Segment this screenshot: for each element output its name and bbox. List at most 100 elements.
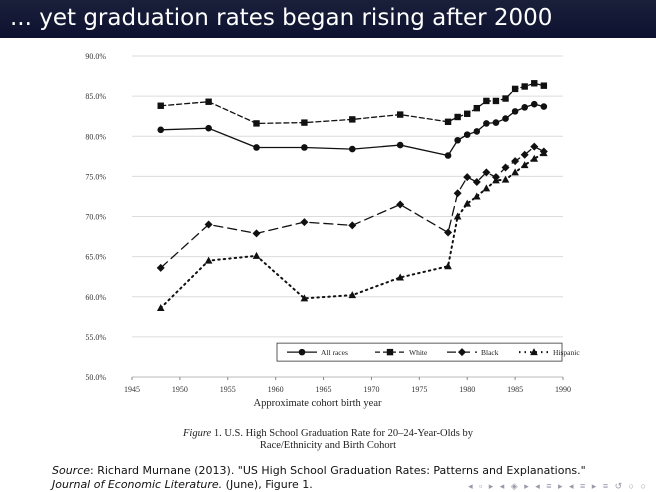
data-point <box>349 116 356 123</box>
data-point <box>521 104 528 111</box>
x-tick-label: 1990 <box>555 385 571 394</box>
y-tick-label: 75.0% <box>85 172 106 181</box>
data-point <box>464 110 471 117</box>
data-point <box>204 256 213 264</box>
data-point <box>463 173 472 182</box>
series-line-hispanic <box>159 152 545 309</box>
y-tick-label: 55.0% <box>85 333 106 342</box>
line-chart: 50.0% 55.0% 60.0% 65.0% 70.0% 75.0% 80.0% 85.0%… <box>85 52 580 409</box>
legend-label: White <box>409 348 428 357</box>
data-point <box>530 100 538 108</box>
data-point <box>396 200 405 209</box>
source-line2: Journal of Economic Literature. (June), … <box>52 478 313 491</box>
data-point <box>453 212 462 220</box>
data-point <box>453 189 462 198</box>
legend-marker <box>298 348 306 356</box>
data-point <box>396 111 404 118</box>
data-point <box>511 157 520 166</box>
data-point <box>205 98 212 105</box>
x-tick-label: 1945 <box>124 385 140 394</box>
data-point <box>348 291 357 299</box>
data-point <box>444 152 452 159</box>
x-axis-label: Approximate cohort birth year <box>254 398 383 409</box>
source-text: : Richard Murnane (2013). "US High Schoo… <box>90 464 586 477</box>
data-point <box>444 118 452 126</box>
data-point <box>463 131 471 138</box>
beamer-navigation[interactable]: ◂ ▫ ▸ ◂ ◈ ▸ ◂ ≡ ▸ ◂ ≡ ▸ ≡ ↺ ○ ○ <box>468 481 648 491</box>
legend-marker <box>386 348 394 356</box>
caption-line1: 1. U.S. High School Graduation Rate for … <box>211 428 473 439</box>
x-tick-label: 1955 <box>220 385 236 394</box>
legend-marker <box>530 348 538 356</box>
series-line-black <box>160 145 545 269</box>
data-point <box>472 177 481 186</box>
data-point <box>540 103 548 110</box>
data-point <box>531 80 538 87</box>
data-point <box>157 126 165 134</box>
data-point <box>501 175 510 183</box>
data-point <box>396 141 404 149</box>
data-point <box>156 263 165 272</box>
x-tick-label: 1985 <box>507 385 523 394</box>
y-tick-label: 85.0% <box>85 92 106 101</box>
data-point <box>520 161 529 169</box>
data-point <box>501 163 510 172</box>
data-point <box>520 150 529 159</box>
data-point <box>301 144 308 151</box>
data-point <box>492 97 500 105</box>
source-line: Source: Richard Murnane (2013). "US High… <box>52 464 586 477</box>
data-point <box>156 303 165 311</box>
journal-name: Journal of Economic Literature. <box>52 478 223 491</box>
data-point <box>253 144 260 151</box>
data-point <box>463 199 472 207</box>
data-point <box>253 120 260 127</box>
data-point <box>540 82 548 89</box>
data-point <box>483 120 490 127</box>
data-point <box>454 113 461 121</box>
data-point <box>530 142 539 151</box>
legend-box <box>276 342 563 362</box>
y-tick-label: 60.0% <box>85 293 106 302</box>
data-point <box>483 97 490 105</box>
slide-title: ... yet graduation rates began rising af… <box>0 0 656 38</box>
data-point <box>301 119 308 126</box>
data-point <box>204 220 213 229</box>
source-label: Source <box>52 464 91 477</box>
y-tick-label: 50.0% <box>85 373 106 382</box>
data-point <box>482 168 491 177</box>
legend-label: Black <box>481 348 499 357</box>
data-point <box>157 102 164 109</box>
legend-label: Hispanic <box>553 348 580 357</box>
data-point <box>492 176 500 184</box>
figure-label: Figure <box>183 428 212 439</box>
data-point <box>205 124 212 132</box>
data-point <box>473 192 481 200</box>
y-tick-label: 70.0% <box>85 213 106 222</box>
legend-marker <box>458 348 466 357</box>
data-point <box>482 184 491 192</box>
x-tick-label: 1970 <box>363 385 379 394</box>
data-point <box>348 221 357 230</box>
data-point <box>473 128 481 135</box>
data-point <box>521 83 528 90</box>
data-point <box>252 229 261 238</box>
data-point <box>348 145 356 153</box>
caption-line2: Race/Ethnicity and Birth Cohort <box>259 440 397 451</box>
x-tick-label: 1960 <box>268 385 284 394</box>
x-tick-label: 1965 <box>316 385 332 394</box>
figure-caption: Figure 1. U.S. High School Graduation Ra… <box>0 428 656 440</box>
source-rest: (June), Figure 1. <box>222 478 313 491</box>
data-point <box>444 228 453 237</box>
data-point <box>511 85 519 93</box>
data-point <box>492 119 500 126</box>
data-point <box>396 273 404 281</box>
data-point <box>300 294 309 302</box>
y-tick-label: 80.0% <box>85 132 106 141</box>
data-point <box>300 218 309 227</box>
legend-label: All races <box>321 348 348 357</box>
data-point <box>444 262 452 270</box>
data-point <box>540 149 548 157</box>
x-tick-label: 1950 <box>172 385 188 394</box>
data-point <box>502 115 509 122</box>
y-tick-label: 65.0% <box>85 253 106 262</box>
